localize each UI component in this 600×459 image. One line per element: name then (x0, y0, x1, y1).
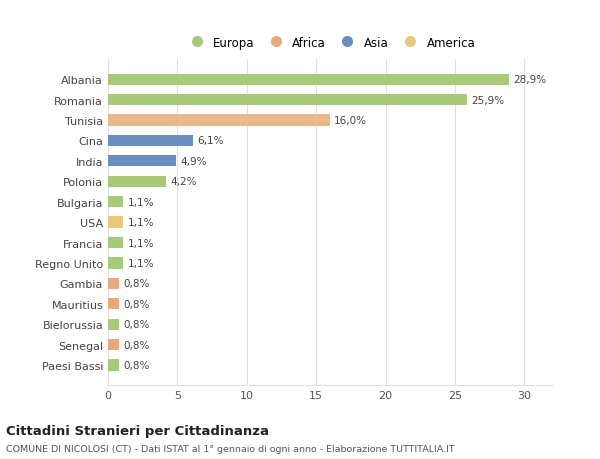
Bar (108, 176, 166, 187)
Text: 0,8%: 0,8% (123, 299, 149, 309)
Text: 4,2%: 4,2% (170, 177, 197, 187)
Text: 0,8%: 0,8% (123, 340, 149, 350)
Text: 1,1%: 1,1% (127, 218, 154, 228)
Text: 1,1%: 1,1% (127, 258, 154, 269)
Text: 6,1%: 6,1% (197, 136, 223, 146)
Bar (108, 74, 509, 86)
Bar (108, 319, 119, 330)
Text: 0,8%: 0,8% (123, 279, 149, 289)
Text: Cittadini Stranieri per Cittadinanza: Cittadini Stranieri per Cittadinanza (6, 424, 269, 437)
Text: 16,0%: 16,0% (334, 116, 367, 126)
Bar (108, 217, 123, 228)
Text: 1,1%: 1,1% (127, 238, 154, 248)
Bar (108, 298, 119, 310)
Bar (108, 115, 330, 126)
Bar (108, 258, 123, 269)
Bar (108, 135, 193, 147)
Text: 4,9%: 4,9% (180, 157, 206, 167)
Text: COMUNE DI NICOLOSI (CT) - Dati ISTAT al 1° gennaio di ogni anno - Elaborazione T: COMUNE DI NICOLOSI (CT) - Dati ISTAT al … (6, 444, 455, 453)
Bar (108, 339, 119, 350)
Bar (108, 156, 176, 167)
Text: 28,9%: 28,9% (513, 75, 546, 85)
Legend: Europa, Africa, Asia, America: Europa, Africa, Asia, America (181, 33, 479, 53)
Text: 1,1%: 1,1% (127, 197, 154, 207)
Text: 0,8%: 0,8% (123, 360, 149, 370)
Text: 0,8%: 0,8% (123, 319, 149, 330)
Bar (108, 359, 119, 371)
Bar (108, 95, 467, 106)
Text: 25,9%: 25,9% (472, 95, 505, 106)
Bar (108, 237, 123, 249)
Bar (108, 196, 123, 208)
Bar (108, 278, 119, 289)
